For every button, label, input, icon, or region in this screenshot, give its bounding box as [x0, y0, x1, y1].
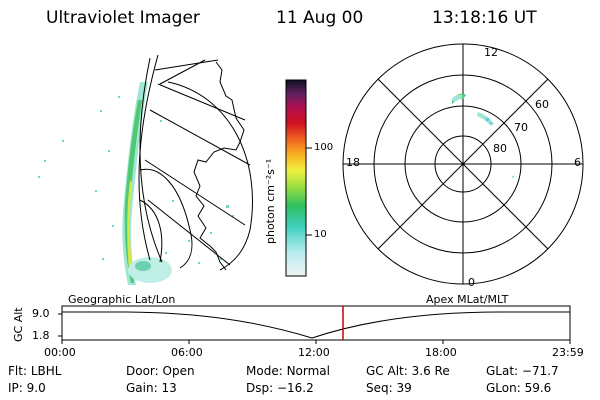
info-gain: Gain: 13 [126, 381, 177, 395]
info-mode: Mode: Normal [246, 364, 330, 378]
info-glon-key: GLon: [486, 381, 521, 395]
info-glat: GLat: −71.7 [486, 364, 559, 378]
info-ip-key: IP: [8, 381, 23, 395]
info-mode-key: Mode: [246, 364, 283, 378]
info-dsp: Dsp: −16.2 [246, 381, 314, 395]
info-gcalt-value: 3.6 Re [411, 364, 450, 378]
mlt-label-6: 6 [574, 156, 581, 169]
info-seq: Seq: 39 [366, 381, 412, 395]
info-seq-value: 39 [396, 381, 412, 395]
info-glon: GLon: 59.6 [486, 381, 551, 395]
x-tick-1800: 18:00 [425, 346, 457, 359]
info-door-key: Door: [126, 364, 159, 378]
info-dsp-value: −16.2 [276, 381, 314, 395]
timeline-axis-label: GC Alt [12, 307, 25, 342]
geographic-grid [138, 54, 253, 271]
coastline [193, 61, 245, 271]
info-glat-key: GLat: [486, 364, 519, 378]
info-gain-value: 13 [161, 381, 177, 395]
info-gcalt: GC Alt: 3.6 Re [366, 364, 450, 378]
info-mode-value: Normal [286, 364, 330, 378]
info-ip: IP: 9.0 [8, 381, 46, 395]
colorbar-ticks [306, 147, 312, 236]
lat-label-60: 60 [535, 98, 549, 111]
info-gcalt-key: GC Alt: [366, 364, 408, 378]
lat-label-70: 70 [514, 121, 528, 134]
date-label: 11 Aug 00 [276, 8, 364, 28]
colorbar-unit-label: photon cm⁻²s⁻¹ [264, 158, 277, 244]
info-ip-value: 9.0 [26, 381, 46, 395]
geographic-image [38, 54, 253, 285]
mlt-label-0: 0 [468, 276, 475, 289]
info-flt: Flt: LBHL [8, 364, 61, 378]
colorbar-tick-100: 100 [314, 142, 334, 153]
info-seq-key: Seq: [366, 381, 393, 395]
noise-speckles [38, 96, 234, 264]
instrument-title: Ultraviolet Imager [46, 8, 200, 28]
info-door-value: Open [162, 364, 195, 378]
lat-label-80: 80 [493, 142, 507, 155]
info-door: Door: Open [126, 364, 195, 378]
polar-aurora [451, 93, 514, 178]
y-tick-9: 9.0 [32, 307, 50, 320]
mlt-label-18: 18 [346, 156, 360, 169]
info-glon-value: 59.6 [524, 381, 552, 395]
info-glat-value: −71.7 [521, 364, 559, 378]
y-tick-1-8: 1.8 [32, 329, 50, 342]
info-dsp-key: Dsp: [246, 381, 274, 395]
timeline-frame [61, 305, 571, 341]
x-tick-2359: 23:59 [552, 346, 584, 359]
timeline-right-title: Apex MLat/MLT [426, 293, 509, 306]
timeline-ticks [58, 313, 571, 344]
x-tick-0000: 00:00 [44, 346, 76, 359]
time-label: 13:18:16 UT [432, 8, 537, 28]
polar-plot [342, 43, 584, 285]
colorbar-tick-10: 10 [314, 229, 327, 240]
mlt-label-12: 12 [484, 46, 498, 59]
info-gain-key: Gain: [126, 381, 158, 395]
x-tick-0600: 06:00 [171, 346, 203, 359]
colorbar [285, 79, 307, 277]
timeline-left-title: Geographic Lat/Lon [68, 293, 176, 306]
info-flt-key: Flt: [8, 364, 27, 378]
altitude-curve [62, 311, 570, 339]
auroral-oval-band [122, 82, 172, 285]
info-flt-value: LBHL [30, 364, 62, 378]
x-tick-1200: 12:00 [298, 346, 330, 359]
